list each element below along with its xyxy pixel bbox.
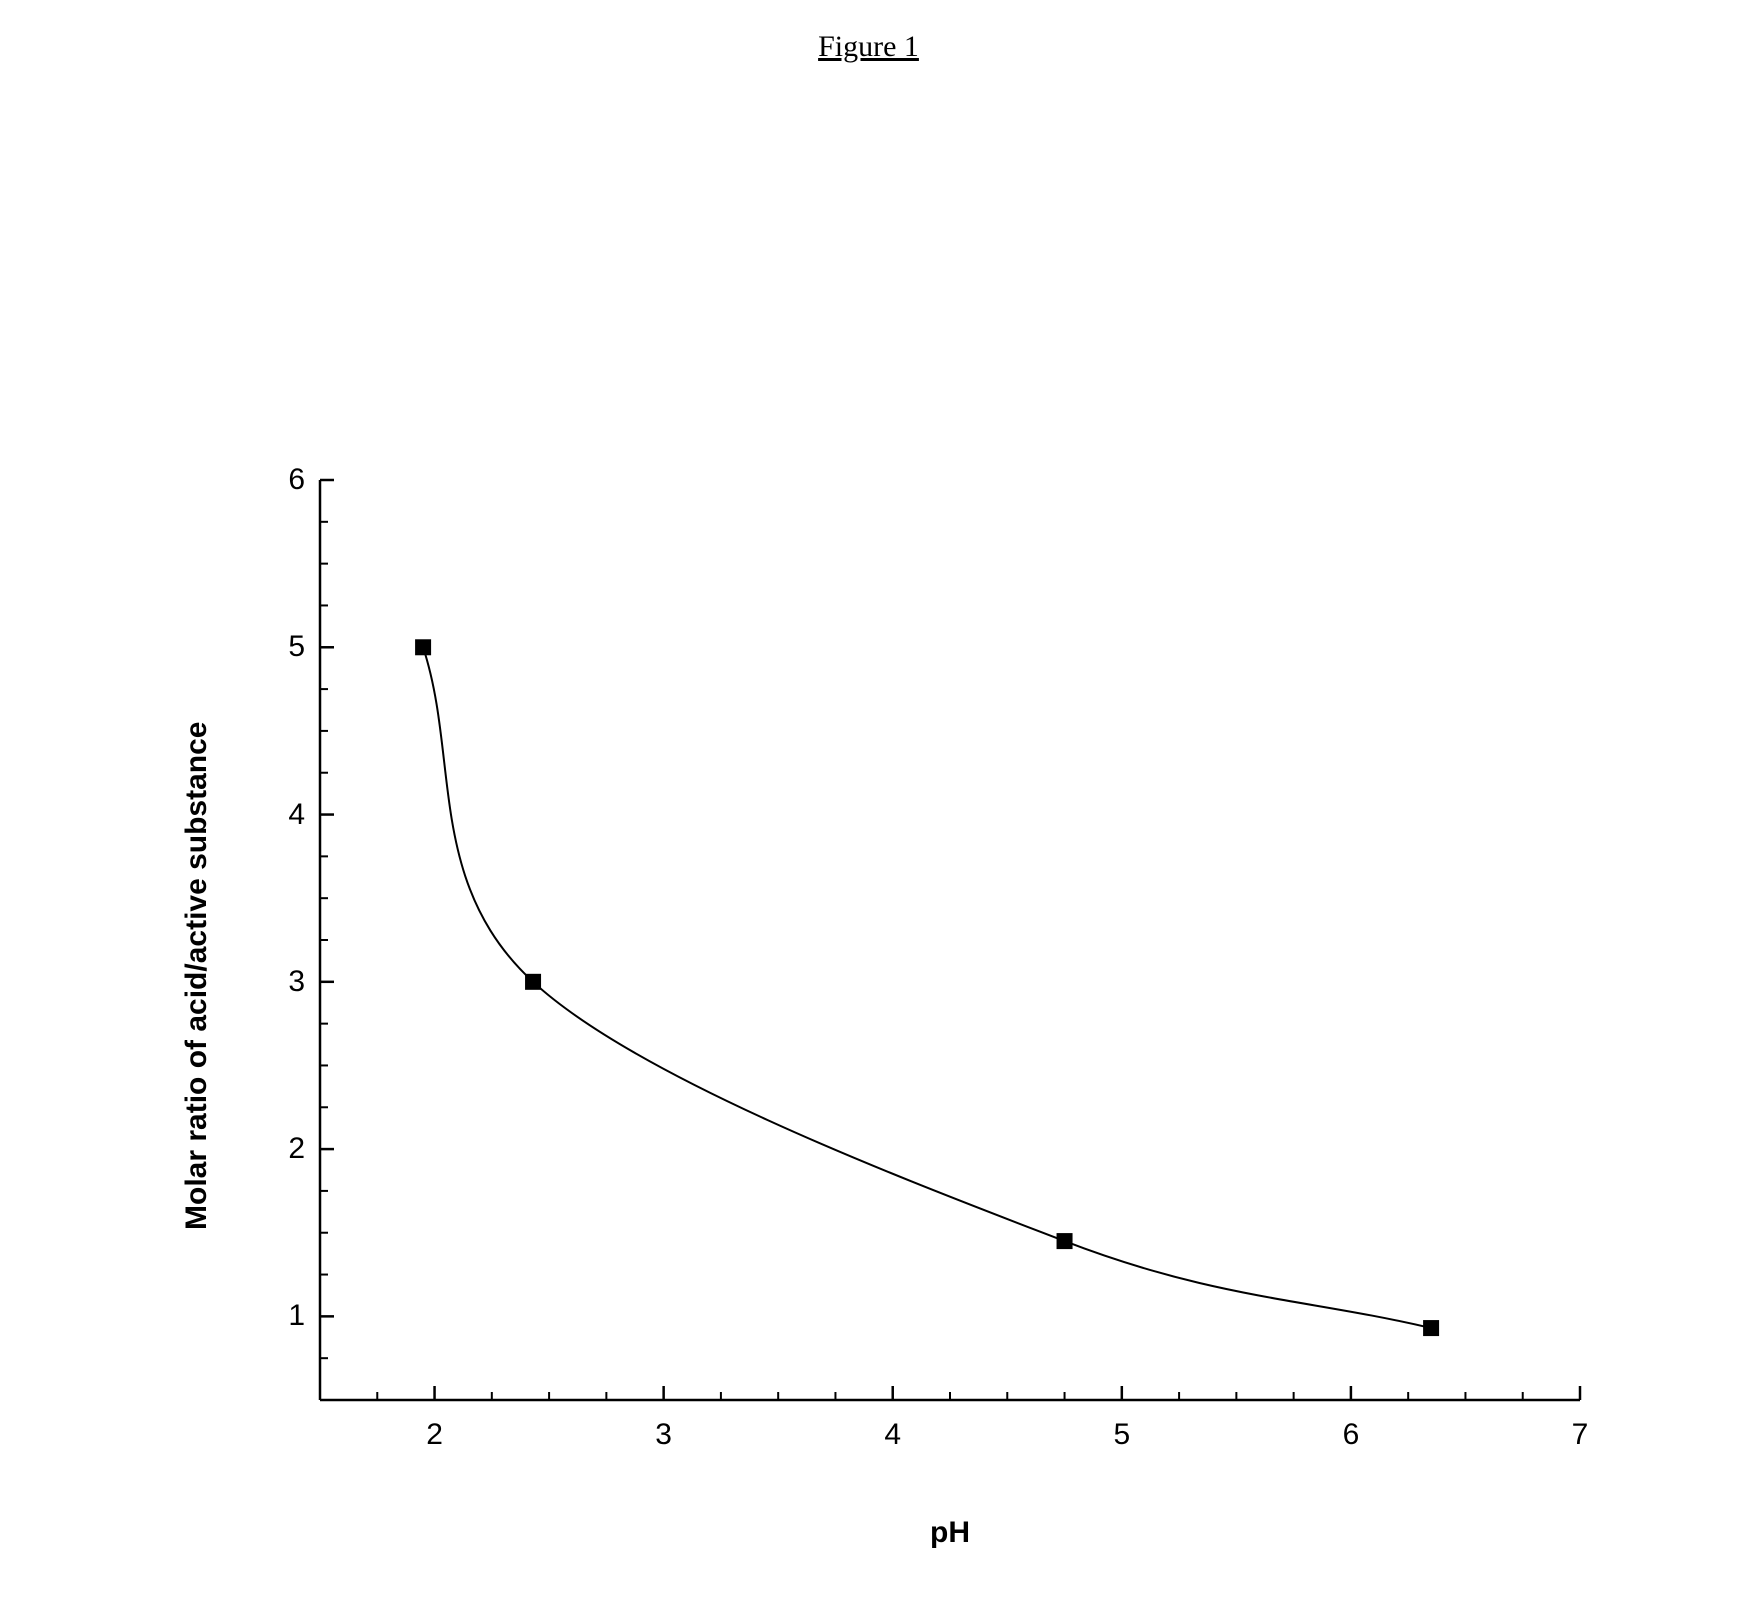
y-tick-label: 4 bbox=[265, 798, 305, 832]
x-tick-label: 4 bbox=[873, 1418, 913, 1452]
figure-title: Figure 1 bbox=[818, 30, 919, 64]
chart-container: Molar ratio of acid/active substance pH … bbox=[120, 440, 1680, 1570]
y-tick-label: 1 bbox=[265, 1299, 305, 1333]
y-tick-label: 3 bbox=[265, 965, 305, 999]
y-tick-label: 5 bbox=[265, 630, 305, 664]
y-axis-label: Molar ratio of acid/active substance bbox=[180, 722, 214, 1231]
x-tick-label: 7 bbox=[1560, 1418, 1600, 1452]
x-tick-label: 2 bbox=[415, 1418, 455, 1452]
x-axis-label: pH bbox=[930, 1516, 970, 1550]
plot-area bbox=[300, 460, 1600, 1420]
x-tick-label: 6 bbox=[1331, 1418, 1371, 1452]
chart-svg bbox=[300, 460, 1600, 1420]
x-tick-label: 5 bbox=[1102, 1418, 1142, 1452]
y-tick-label: 6 bbox=[265, 463, 305, 497]
y-tick-label: 2 bbox=[265, 1132, 305, 1166]
x-tick-label: 3 bbox=[644, 1418, 684, 1452]
